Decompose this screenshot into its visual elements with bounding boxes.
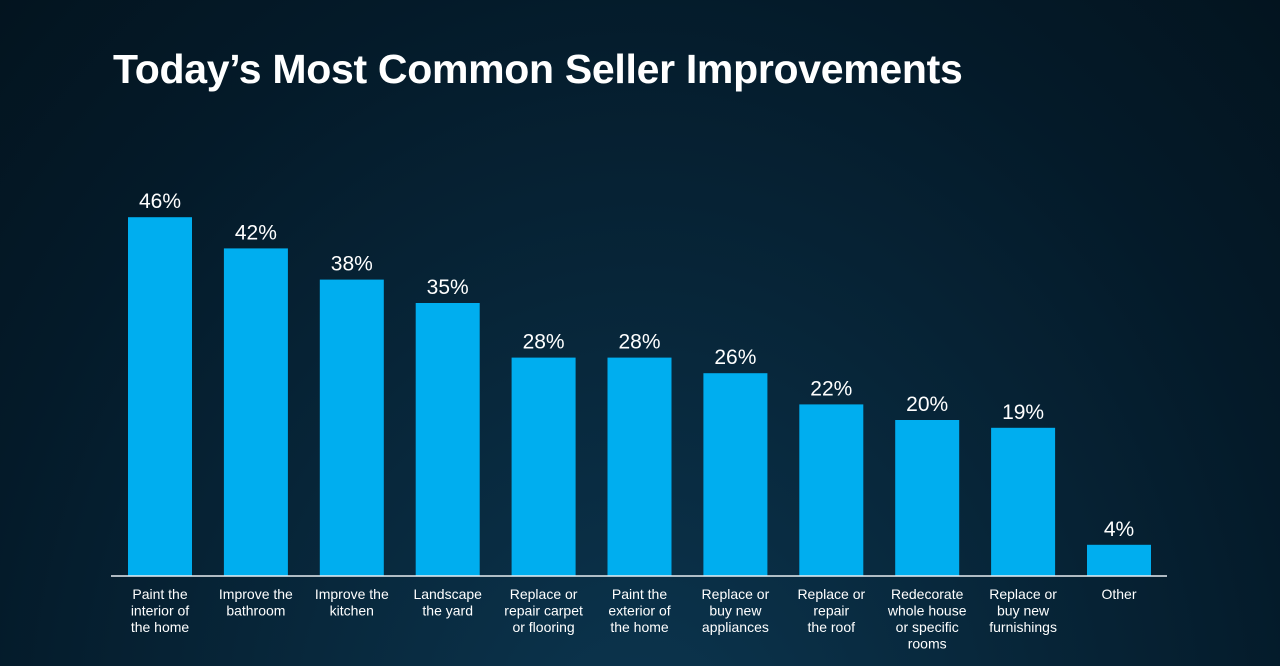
bar-3	[319, 279, 384, 576]
bar-8	[799, 404, 864, 576]
bar-11	[1087, 544, 1151, 576]
bar-10	[991, 427, 1056, 576]
category-label-1: Paint the interior of the home	[131, 586, 190, 635]
value-label-8: 22%	[810, 377, 852, 400]
bar-2	[223, 248, 288, 576]
category-label-11: Other	[1101, 586, 1136, 602]
value-label-5: 28%	[523, 331, 565, 354]
bar-6	[607, 357, 672, 576]
bar-7	[703, 373, 768, 576]
category-label-7: Replace or buy new appliances	[702, 586, 770, 635]
value-label-4: 35%	[427, 276, 469, 299]
value-label-10: 19%	[1002, 401, 1044, 424]
value-label-7: 26%	[714, 346, 756, 369]
category-label-9: Redecorate whole house or specific rooms	[887, 586, 967, 652]
category-label-5: Replace or repair carpet or flooring	[504, 586, 583, 635]
bar-9	[895, 420, 960, 576]
value-label-11: 4%	[1104, 518, 1134, 541]
category-label-10: Replace or buy new furnishings	[989, 586, 1057, 635]
category-label-8: Replace or repair the roof	[797, 586, 865, 635]
bar-4	[415, 303, 480, 576]
category-label-3: Improve the kitchen	[315, 586, 389, 619]
value-label-6: 28%	[618, 331, 660, 354]
category-label-2: Improve the bathroom	[219, 586, 293, 619]
value-label-1: 46%	[139, 190, 181, 213]
value-label-9: 20%	[906, 393, 948, 416]
value-label-3: 38%	[331, 253, 373, 276]
chart-title: Today’s Most Common Seller Improvements	[113, 46, 963, 92]
value-labels-group: 46% 42% 38% 35% 28% 28% 26% 22% 20% 19% 4%	[139, 190, 1134, 541]
bars-group	[128, 217, 1151, 576]
bar-1	[128, 217, 192, 576]
value-label-2: 42%	[235, 221, 277, 244]
bar-5	[511, 357, 576, 576]
category-label-4: Landscape the yard	[413, 586, 482, 619]
category-label-6: Paint the exterior of the home	[608, 586, 670, 635]
category-labels-group: Paint the interior of the home Improve the b…	[131, 586, 1137, 652]
